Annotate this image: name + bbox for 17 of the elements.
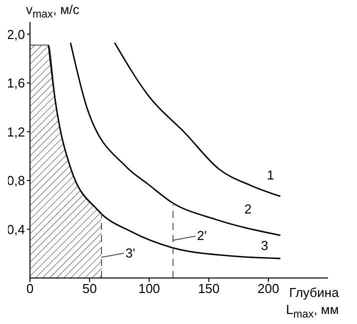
x-tick-label: 200 bbox=[258, 281, 280, 296]
x-tick-label: 150 bbox=[198, 281, 220, 296]
annotation: 2' bbox=[197, 228, 207, 244]
y-tick-label: 1,2 bbox=[6, 124, 25, 140]
x-tick-label: 100 bbox=[138, 281, 160, 296]
x-tick-label: 0 bbox=[26, 281, 34, 296]
x-axis-title: Глубина L$_{max}$, мм bbox=[286, 284, 339, 323]
series-label: 1 bbox=[266, 167, 274, 182]
series-label: 3 bbox=[261, 238, 268, 254]
line-series bbox=[48, 44, 282, 260]
y-tick-label: 1,6 bbox=[6, 76, 25, 91]
line-series bbox=[114, 42, 282, 198]
series-label: 2 bbox=[244, 201, 252, 216]
y-tick-label: 2,0 bbox=[6, 26, 25, 42]
x-tick-label: 50 bbox=[82, 281, 97, 296]
annotation: 3' bbox=[126, 245, 136, 260]
y-axis-title: v$_{max}$, м/с bbox=[26, 2, 80, 21]
